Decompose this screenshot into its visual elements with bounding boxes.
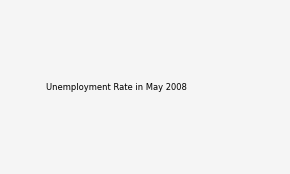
Text: Unemployment Rate in May 2008: Unemployment Rate in May 2008 — [46, 82, 186, 92]
